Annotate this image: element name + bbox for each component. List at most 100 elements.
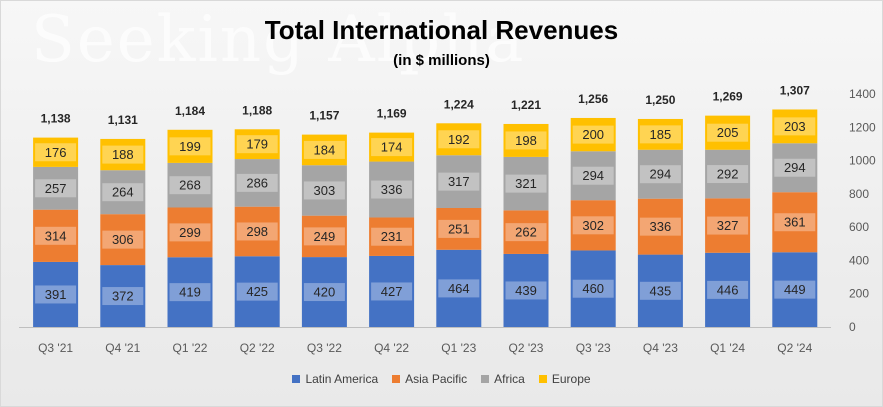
- data-label-band: [236, 135, 278, 154]
- data-label-europe: 203: [784, 119, 806, 134]
- data-label-band: [102, 183, 144, 202]
- legend-item-asia-pacific: Asia Pacific: [392, 372, 467, 386]
- total-label: 1,169: [377, 107, 407, 121]
- data-label-band: [303, 181, 345, 200]
- data-label-africa: 294: [582, 168, 604, 183]
- data-label-latin-america: 464: [448, 281, 470, 296]
- data-label-band: [774, 213, 816, 232]
- data-label-asia-pacific: 327: [717, 218, 739, 233]
- bar-latin-america: [772, 252, 818, 327]
- x-tick-label: Q2 '22: [240, 341, 275, 355]
- data-label-band: [707, 280, 749, 299]
- total-label: 1,184: [175, 104, 205, 118]
- data-label-band: [35, 143, 77, 162]
- data-label-band: [774, 117, 816, 136]
- bar-latin-america: [570, 250, 616, 327]
- legend-swatch: [392, 375, 401, 383]
- data-label-latin-america: 391: [45, 287, 67, 302]
- bar-asia-pacific: [772, 192, 818, 253]
- data-label-band: [169, 283, 211, 302]
- data-label-band: [707, 165, 749, 184]
- data-label-africa: 268: [179, 178, 201, 193]
- total-label: 1,256: [578, 92, 608, 106]
- bar-africa: [436, 155, 482, 209]
- data-label-latin-america: 420: [314, 285, 336, 300]
- total-label: 1,188: [242, 103, 272, 117]
- data-label-band: [639, 125, 681, 144]
- legend-label: Latin America: [305, 372, 379, 386]
- data-label-band: [505, 174, 547, 193]
- data-label-band: [572, 216, 614, 235]
- data-label-europe: 174: [381, 140, 403, 155]
- bar-latin-america: [705, 252, 751, 327]
- data-label-band: [438, 172, 480, 191]
- legend-item-africa: Africa: [481, 372, 525, 386]
- legend-label: Asia Pacific: [405, 372, 468, 386]
- total-label: 1,307: [780, 83, 810, 97]
- data-label-europe: 200: [582, 127, 604, 142]
- bar-asia-pacific: [234, 206, 280, 257]
- data-label-band: [371, 282, 413, 301]
- bar-africa: [637, 149, 683, 199]
- data-label-europe: 192: [448, 132, 470, 147]
- bar-asia-pacific: [705, 198, 751, 253]
- data-label-band: [639, 217, 681, 236]
- y-tick-label: 200: [849, 287, 869, 301]
- legend-label: Africa: [494, 372, 525, 386]
- data-label-band: [169, 176, 211, 195]
- data-label-band: [35, 226, 77, 245]
- bar-africa: [570, 151, 616, 201]
- data-label-africa: 286: [246, 175, 268, 190]
- bar-africa: [772, 143, 818, 193]
- data-label-asia-pacific: 298: [246, 224, 268, 239]
- legend-item-europe: Europe: [538, 372, 591, 386]
- data-label-latin-america: 446: [717, 282, 739, 297]
- data-label-europe: 184: [314, 142, 336, 157]
- x-tick-label: Q4 '22: [374, 341, 409, 355]
- data-label-band: [169, 223, 211, 242]
- data-label-band: [236, 282, 278, 301]
- data-label-band: [438, 279, 480, 298]
- total-label: 1,138: [41, 112, 71, 126]
- bar-latin-america: [436, 249, 482, 327]
- x-tick-label: Q4 '23: [643, 341, 678, 355]
- bar-africa: [705, 149, 751, 199]
- data-label-latin-america: 449: [784, 282, 806, 297]
- data-label-band: [639, 165, 681, 184]
- data-label-band: [102, 145, 144, 164]
- legend-swatch: [481, 375, 490, 383]
- data-label-latin-america: 372: [112, 289, 134, 304]
- y-tick-label: 600: [849, 220, 869, 234]
- total-label: 1,269: [713, 90, 743, 104]
- data-label-band: [169, 137, 211, 156]
- legend-label: Europe: [551, 372, 591, 386]
- data-label-asia-pacific: 306: [112, 232, 134, 247]
- data-label-europe: 188: [112, 147, 134, 162]
- data-label-latin-america: 419: [179, 285, 201, 300]
- legend-item-latin-america: Latin America: [292, 372, 378, 386]
- data-label-asia-pacific: 299: [179, 225, 201, 240]
- data-label-latin-america: 460: [582, 281, 604, 296]
- y-tick-label: 400: [849, 253, 869, 267]
- data-label-band: [707, 216, 749, 235]
- data-label-europe: 198: [515, 133, 537, 148]
- bar-europe: [100, 138, 146, 171]
- data-label-band: [102, 230, 144, 249]
- bar-africa: [234, 159, 280, 207]
- bar-latin-america: [369, 255, 415, 327]
- bar-latin-america: [33, 261, 79, 327]
- chart-subtitle: (in $ millions): [393, 52, 490, 69]
- data-label-band: [236, 222, 278, 241]
- bar-europe: [570, 117, 616, 152]
- data-label-asia-pacific: 251: [448, 221, 470, 236]
- bar-africa: [167, 162, 213, 208]
- bar-europe: [234, 129, 280, 160]
- data-label-band: [303, 140, 345, 159]
- data-label-africa: 294: [784, 160, 806, 175]
- bar-europe: [167, 129, 213, 163]
- data-label-band: [639, 281, 681, 300]
- x-tick-label: Q2 '24: [777, 341, 812, 355]
- data-label-band: [35, 285, 77, 304]
- bar-asia-pacific: [369, 217, 415, 256]
